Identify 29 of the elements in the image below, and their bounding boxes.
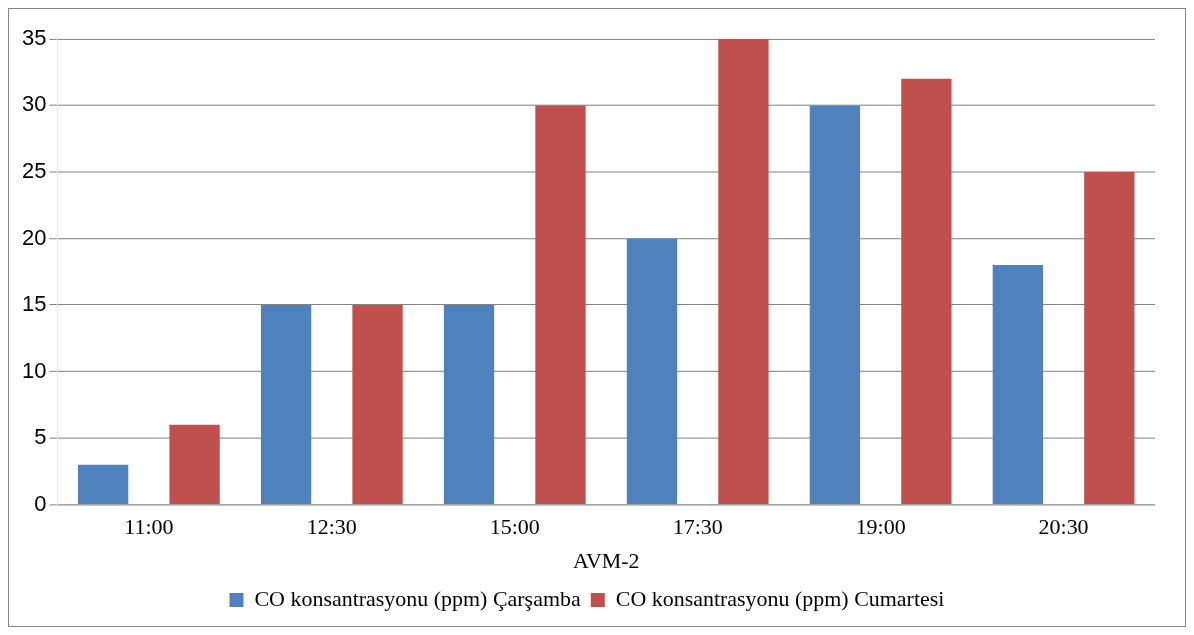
x-axis-title: AVM-2	[572, 547, 640, 573]
bar	[718, 38, 769, 505]
y-tick-label: 0	[34, 490, 47, 516]
x-tick-label: 17:30	[672, 514, 723, 540]
bar	[169, 424, 220, 505]
x-tick-label: 15:00	[489, 514, 540, 540]
bar	[535, 105, 586, 505]
bar	[443, 305, 495, 505]
bar	[77, 464, 129, 505]
bar	[992, 265, 1043, 505]
y-tick-label: 10	[21, 357, 47, 383]
legend-label: CO konsantrasyonu (ppm) Cumartesi	[615, 585, 945, 611]
bar	[260, 305, 312, 505]
bar	[352, 305, 403, 505]
x-tick-label: 20:30	[1038, 514, 1089, 540]
bar	[809, 105, 861, 505]
bar	[626, 238, 678, 505]
y-tick-label: 25	[21, 158, 47, 183]
bar	[1084, 171, 1135, 505]
y-tick-label: 35	[21, 24, 47, 50]
y-tick-label: 5	[34, 424, 47, 450]
legend-label: CO konsantrasyonu (ppm) Çarşamba	[254, 585, 581, 611]
x-tick-label: 12:30	[306, 514, 357, 540]
y-tick-label: 30	[21, 91, 47, 117]
y-tick-label: 20	[21, 224, 47, 250]
x-tick-label: 11:00	[124, 514, 174, 540]
bar	[901, 78, 952, 505]
x-tick-label: 19:00	[855, 514, 906, 540]
y-tick-label: 15	[21, 291, 47, 317]
